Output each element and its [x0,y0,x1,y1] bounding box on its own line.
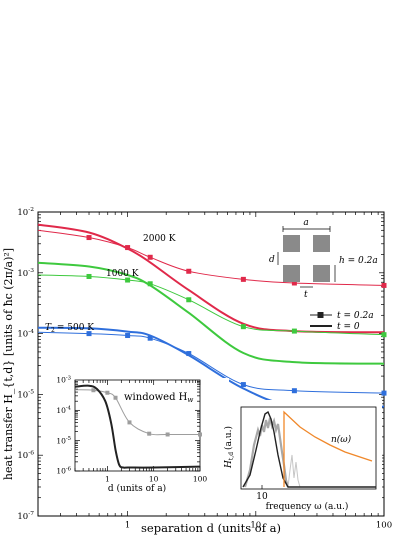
legend-label-t0: t = 0 [337,322,360,332]
geometry-schematic: a d h = 0.2a t [269,218,378,300]
label-2000k: 2000 K [143,234,176,244]
main-series-marker [125,333,131,339]
main-series-line-3 [37,261,385,365]
inset-windowed-ticks: 1 10 100 10-6 10-5 10-4 10-3 [56,375,207,483]
main-y-tick-label: 10-4 [17,328,34,340]
main-series-marker [240,324,246,330]
spectrum-orange-curve [283,410,373,487]
main-x-tick-label: 1 [125,521,130,531]
schematic-square [313,265,330,282]
main-series-marker [291,388,297,394]
main-series-marker [147,281,153,287]
inset-x-tick-label: 10 [149,475,159,484]
legend: t = 0.2a t = 0 [310,311,374,332]
schematic-square [283,235,300,252]
main-series-marker [86,331,92,337]
inset-series-marker [165,432,170,437]
inset-y-tick-label: 10-4 [56,406,71,415]
inset-series-marker [91,388,96,393]
inset-windowed-title: windowed Hw [124,392,193,404]
main-series-marker [147,254,153,260]
main-series-marker [147,335,153,341]
main-series-marker [240,382,246,388]
main-y-tick-label: 10-5 [17,389,34,401]
inset-series-marker [113,395,118,400]
label-500k: T2 = 500 K [45,323,94,334]
schematic-label-h: h = 0.2a [339,256,378,266]
main-series-marker [186,297,192,303]
schematic-label-d: d [269,255,275,265]
inset-windowed-background [59,378,229,480]
inset-series-marker [198,432,202,437]
spectrum-xtick-label: 10 [256,492,268,502]
inset-series-marker [147,431,152,436]
main-y-axis-label: heat transfer H_{t,d} [units of ħc (2π/a… [2,248,15,480]
main-series-marker [381,282,387,288]
main-series-marker [125,277,131,283]
schematic-label-a: a [303,218,308,228]
inset-series-marker [105,390,110,395]
main-x-tick-label: 100 [376,521,392,531]
main-series-marker [186,268,192,274]
inset-windowed-frame [74,379,201,472]
main-axis-ticks: 1 10 100 10-7 10-6 10-5 10-4 10-3 10-2 [17,206,392,530]
main-series-marker [291,328,297,334]
main-y-tick-label: 10-3 [17,267,34,279]
inset-windowed-series [74,384,202,469]
inset-x-tick-label: 1 [105,475,110,484]
inset-spectrum-background [220,400,382,503]
inset-y-tick-label: 10-6 [56,466,71,475]
main-series-marker [86,273,92,279]
inset-y-tick-label: 10-3 [56,375,71,384]
inset-windowed-x-label: d (units of a) [108,483,166,494]
main-series-marker [291,280,297,286]
spectrum-x-label: frequency ω (a.u.) [266,501,349,512]
inset-x-tick-label: 100 [193,475,208,484]
main-series-marker [381,390,387,396]
main-y-tick-label: 10-7 [17,510,34,522]
main-series-marker [86,235,92,241]
main-series-marker [381,332,387,338]
main-y-tick-label: 10-2 [17,206,34,218]
main-plot-frame [37,211,385,517]
main-x-tick-label: 10 [250,521,261,531]
legend-marker-t02 [317,312,324,318]
spectrum-gray-tail [287,454,301,488]
legend-label-t02: t = 0.2a [337,311,374,321]
schematic-label-t: t [304,290,308,300]
inset-y-tick-label: 10-5 [56,436,71,445]
main-series-marker [240,276,246,282]
inset-spectrum-series [242,410,376,488]
main-x-axis-label: separation d (units of a) [141,521,281,535]
label-1000k: 1000 K [106,269,139,279]
spectrum-n-label: n(ω) [331,434,352,445]
main-y-tick-label: 10-6 [17,449,34,461]
spectrum-black-curve [242,410,376,488]
inset-spectrum-frame [240,406,377,490]
inset-series-marker [127,420,132,425]
spectrum-y-label: Ht,d(a.u.) [223,426,235,469]
schematic-square [283,265,300,282]
schematic-square [313,235,330,252]
main-series-marker [186,351,192,357]
inset-series-line-1 [74,384,201,469]
